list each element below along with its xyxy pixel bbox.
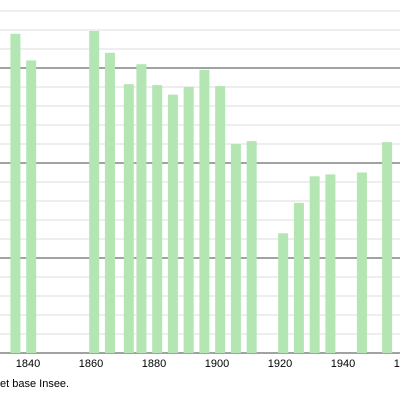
bar bbox=[183, 87, 194, 353]
bar bbox=[10, 33, 21, 353]
bar bbox=[382, 142, 393, 353]
bar bbox=[104, 52, 115, 353]
bar bbox=[246, 141, 257, 353]
bar bbox=[89, 30, 100, 354]
x-tick-label: 1960 bbox=[394, 358, 400, 370]
x-tick-label: 1840 bbox=[16, 358, 40, 370]
x-tick-label: 1860 bbox=[79, 358, 103, 370]
x-tick-label: 1900 bbox=[205, 358, 229, 370]
bar bbox=[167, 94, 178, 354]
bar bbox=[215, 86, 226, 353]
bar bbox=[278, 233, 289, 353]
bar bbox=[152, 85, 163, 354]
bar bbox=[123, 84, 134, 354]
bar bbox=[356, 172, 367, 353]
source-note: et base Insee. bbox=[0, 378, 69, 390]
x-tick-label: 1920 bbox=[268, 358, 292, 370]
bar bbox=[199, 69, 210, 353]
bar bbox=[325, 174, 336, 353]
x-tick-label: 1880 bbox=[142, 358, 166, 370]
x-tick-label: 1940 bbox=[331, 358, 355, 370]
bar bbox=[26, 60, 37, 354]
bar bbox=[230, 144, 241, 353]
bar bbox=[136, 64, 147, 353]
bar bbox=[293, 202, 304, 353]
bar bbox=[309, 176, 320, 353]
